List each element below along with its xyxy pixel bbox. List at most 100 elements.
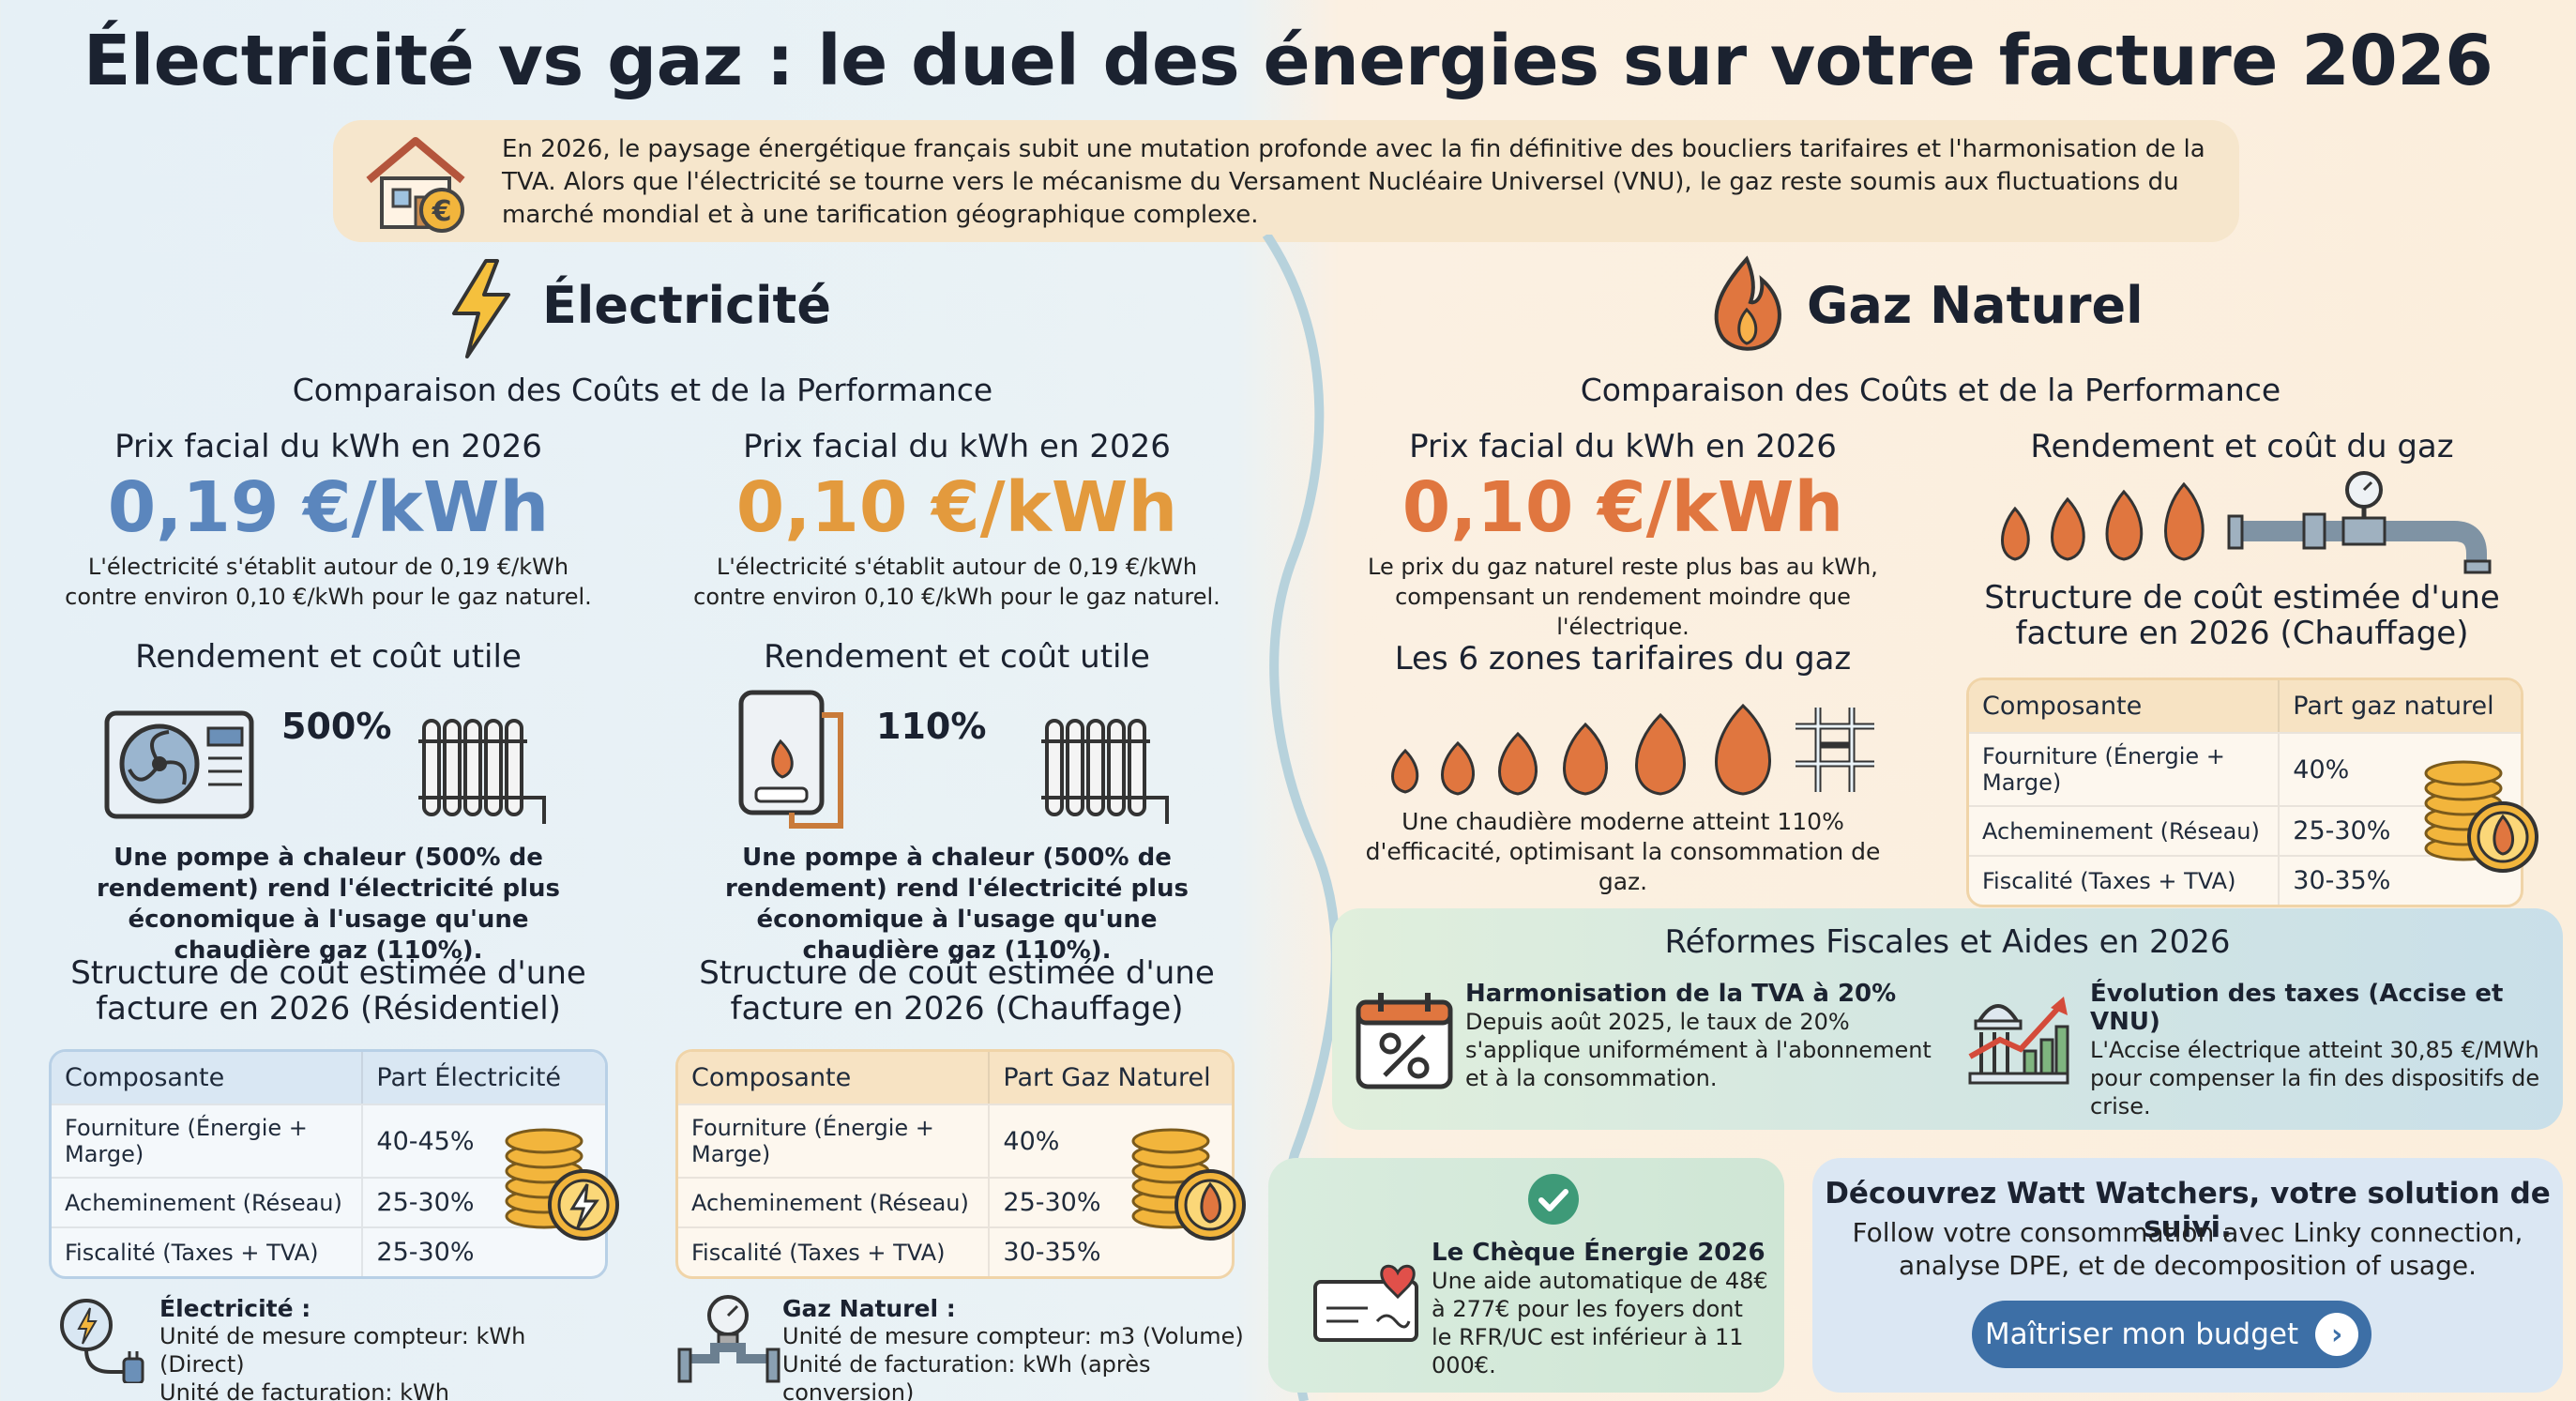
- elec-unit-title: Électricité :: [159, 1295, 311, 1322]
- calendar-percent-icon: [1356, 993, 1453, 1089]
- table-row: Fourniture (Énergie + Marge) 40-45%: [52, 1104, 605, 1177]
- elec-price-value: 0,19 €/kWh: [107, 467, 550, 548]
- tax-text: L'Accise électrique atteint 30,85 €/MWh …: [2090, 1037, 2540, 1119]
- row-value: 25-30%: [988, 1177, 1232, 1226]
- gas-price-title: Prix facial du kWh en 2026: [1409, 428, 1837, 465]
- electricity-heading: Électricité: [542, 276, 831, 335]
- institution-chart-icon: [1968, 997, 2069, 1085]
- watt-text: Follow votre consommation avec Linky con…: [1852, 1217, 2523, 1281]
- elec-gas-yield-pct: 110%: [876, 706, 987, 747]
- radiator-icon: [1041, 719, 1169, 824]
- elec-unit-line: Unité de mesure compteur: kWh (Direct): [159, 1323, 526, 1378]
- tva-block: Harmonisation de la TVA à 20% Depuis aoû…: [1465, 980, 1934, 1092]
- cheque-text: Une aide automatique de 48€ à 277€ pour …: [1432, 1268, 1768, 1378]
- row-label: Acheminement (Réseau): [678, 1177, 989, 1226]
- elec-yield-title: Rendement et coût utile: [135, 638, 522, 676]
- row-label: Fourniture (Énergie + Marge): [1969, 732, 2279, 805]
- gas-subheading: Comparaison des Coûts et de la Performan…: [1580, 372, 2281, 408]
- elec-table-title: Structure de coût estimée d'une facture …: [70, 954, 586, 1028]
- gas-zones-title: Les 6 zones tarifaires du gaz: [1394, 640, 1852, 678]
- row-label: Acheminement (Réseau): [52, 1177, 362, 1226]
- gas-unit-block: Gaz Naturel : Unité de mesure compteur: …: [782, 1295, 1251, 1401]
- table-header: Part gaz naturel: [2278, 680, 2521, 732]
- lightning-icon: [452, 259, 510, 358]
- row-label: Fiscalité (Taxes + TVA): [52, 1226, 362, 1276]
- row-label: Fourniture (Énergie + Marge): [678, 1104, 989, 1177]
- budget-button[interactable]: Maîtriser mon budget ›: [1972, 1301, 2371, 1368]
- table-header: Composante: [1969, 680, 2279, 732]
- elec-gas-yield-title: Rendement et coût utile: [764, 638, 1150, 676]
- watt-title: Découvrez Watt Watchers, votre solution …: [1825, 1177, 2551, 1244]
- electricity-subheading: Comparaison des Coûts et de la Performan…: [292, 372, 993, 408]
- house-euro-icon: €: [366, 137, 465, 233]
- row-label: Acheminement (Réseau): [1969, 805, 2279, 855]
- gas-table-title: Structure de coût estimée d'une facture …: [1984, 579, 2500, 652]
- row-value: 25-30%: [361, 1177, 605, 1226]
- table-header: Composante: [678, 1052, 989, 1104]
- row-label: Fourniture (Énergie + Marge): [52, 1104, 362, 1177]
- table-row: Fourniture (Énergie + Marge) 40%: [678, 1104, 1232, 1177]
- table-row: Acheminement (Réseau) 25-30%: [52, 1177, 605, 1226]
- meter-plug-icon: [60, 1299, 144, 1383]
- elec-gas-price-value: 0,10 €/kWh: [735, 467, 1178, 548]
- row-value: 40-45%: [361, 1104, 605, 1177]
- elec-gas-table-title: Structure de coût estimée d'une facture …: [699, 954, 1215, 1028]
- elec-yield-note: Une pompe à chaleur (500% de rendement) …: [96, 844, 560, 965]
- coins-flame-icon: [1131, 1128, 1246, 1241]
- table-row: Fiscalité (Taxes + TVA) 30-35%: [1969, 855, 2521, 905]
- table-row: Fiscalité (Taxes + TVA) 30-35%: [678, 1226, 1232, 1276]
- table-row: Fiscalité (Taxes + TVA) 25-30%: [52, 1226, 605, 1276]
- intro-text: En 2026, le paysage énergétique français…: [502, 135, 2205, 229]
- row-label: Fiscalité (Taxes + TVA): [678, 1226, 989, 1276]
- coins-lightning-icon: [505, 1128, 619, 1241]
- table-header: Composante: [52, 1052, 362, 1104]
- elec-unit-line: Unité de facturation: kWh: [159, 1379, 449, 1401]
- row-label: Fiscalité (Taxes + TVA): [1969, 855, 2279, 905]
- tva-text: Depuis août 2025, le taux de 20% s'appli…: [1465, 1009, 1932, 1091]
- flames-pipe-icon: [2001, 471, 2492, 574]
- elec-yield-pct: 500%: [281, 706, 392, 747]
- row-value: 25-30%: [2278, 805, 2521, 855]
- row-value: 40%: [988, 1104, 1232, 1177]
- tax-title: Évolution des taxes (Accise et VNU): [2090, 980, 2504, 1036]
- gas-meter-icon: [677, 1295, 780, 1383]
- elec-gas-price-note: L'électricité s'établit autour de 0,19 €…: [693, 554, 1220, 610]
- svg-text:€: €: [432, 195, 452, 228]
- gas-yield-title: Rendement et coût du gaz: [2030, 428, 2454, 465]
- row-value: 25-30%: [361, 1226, 605, 1276]
- elec-gas-cost-table: Composante Part Gaz Naturel Fourniture (…: [675, 1049, 1235, 1279]
- cheque-panel: Le Chèque Énergie 2026 Une aide automati…: [1268, 1158, 1784, 1393]
- elec-gas-price-title: Prix facial du kWh en 2026: [743, 428, 1171, 465]
- gas-unit-line: Unité de mesure compteur: m3 (Volume): [782, 1323, 1244, 1349]
- elec-gas-yield-note: Une pompe à chaleur (500% de rendement) …: [724, 844, 1189, 965]
- chevron-right-icon: ›: [2315, 1313, 2359, 1356]
- heat-pump-icon: [104, 710, 254, 819]
- row-value: 40%: [2278, 732, 2521, 805]
- watt-watchers-panel: Découvrez Watt Watchers, votre solution …: [1812, 1158, 2563, 1393]
- elec-price-note: L'électricité s'établit autour de 0,19 €…: [65, 554, 592, 610]
- gas-zones-note: Une chaudière moderne atteint 110% d'eff…: [1365, 808, 1881, 895]
- elec-price-title: Prix facial du kWh en 2026: [114, 428, 542, 465]
- gas-unit-line: Unité de facturation: kWh (après convers…: [782, 1351, 1151, 1401]
- row-value: 30-35%: [988, 1226, 1232, 1276]
- radiator-icon: [418, 719, 546, 824]
- six-flames-icon: [1391, 703, 1874, 796]
- gas-unit-title: Gaz Naturel :: [782, 1295, 956, 1322]
- flame-icon: [1714, 255, 1781, 351]
- page-title: Électricité vs gaz : le duel des énergie…: [83, 21, 2493, 101]
- tva-title: Harmonisation de la TVA à 20%: [1465, 980, 1897, 1008]
- gas-heading: Gaz Naturel: [1807, 276, 2144, 335]
- cheque-heart-icon: [1313, 1264, 1418, 1342]
- tax-block: Évolution des taxes (Accise et VNU) L'Ac…: [2090, 980, 2540, 1120]
- gas-boiler-icon: [738, 690, 843, 829]
- table-row: Acheminement (Réseau) 25-30%: [678, 1177, 1232, 1226]
- table-header: Part Gaz Naturel: [988, 1052, 1232, 1104]
- reforms-panel: Réformes Fiscales et Aides en 2026 Harmo…: [1332, 908, 2563, 1130]
- intro-banner: € En 2026, le paysage énergétique frança…: [333, 120, 2239, 242]
- table-row: Acheminement (Réseau) 25-30%: [1969, 805, 2521, 855]
- budget-button-label: Maîtriser mon budget: [1984, 1317, 2299, 1351]
- elec-unit-block: Électricité : Unité de mesure compteur: …: [159, 1295, 591, 1401]
- table-header: Part Électricité: [361, 1052, 605, 1104]
- table-row: Fourniture (Énergie + Marge) 40%: [1969, 732, 2521, 805]
- gas-price-value: 0,10 €/kWh: [1402, 467, 1844, 548]
